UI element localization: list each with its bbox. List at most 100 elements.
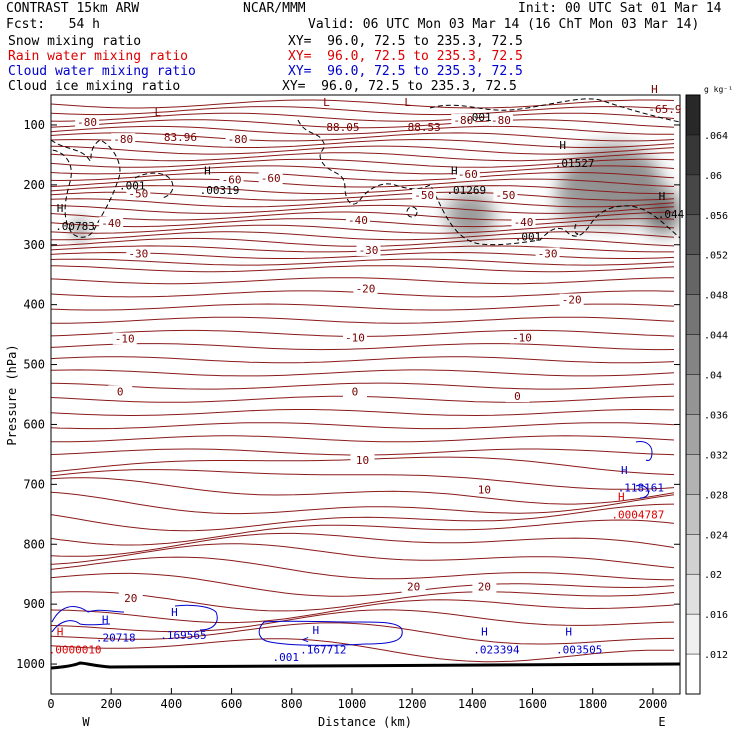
extremum-label: H <box>204 165 211 178</box>
x-tick-label: 2000 <box>638 697 667 711</box>
label-backing <box>511 215 536 228</box>
isotherm-line <box>51 224 675 234</box>
colorbar-bin <box>686 174 700 215</box>
isotherm-line <box>51 638 675 663</box>
isotherm-line <box>51 99 675 109</box>
label-backing <box>455 167 480 180</box>
isotherm-line <box>51 119 675 129</box>
east-endpoint: E <box>658 715 665 729</box>
isotherm-line <box>51 599 675 624</box>
org-label: NCAR/MMM <box>243 1 306 16</box>
y-tick-label: 800 <box>23 537 45 551</box>
isotherm-label: -10 <box>345 331 365 344</box>
isotherm-line <box>51 165 675 175</box>
x-tick-label: 1800 <box>578 697 607 711</box>
extremum-label: .001 <box>272 651 299 664</box>
isotherm-line <box>51 132 675 142</box>
extremum-label: 88.05 <box>326 121 359 134</box>
isotherm-line <box>51 543 675 569</box>
isotherm-line <box>51 178 675 188</box>
extremum-label: H <box>659 190 666 203</box>
label-backing <box>356 243 381 256</box>
isotherm-line <box>51 491 675 515</box>
extremum-label: .044 <box>658 208 685 221</box>
isotherm-line <box>51 422 675 430</box>
x-tick-label: 200 <box>100 697 122 711</box>
label-backing <box>488 113 513 126</box>
label-backing <box>75 115 100 128</box>
isotherm-label: -60 <box>222 173 242 186</box>
extremum-label: H <box>559 139 566 152</box>
isotherm-line <box>51 231 675 241</box>
colorbar-bin <box>686 95 700 135</box>
colorbar-bin <box>686 494 700 535</box>
label-backing <box>118 591 143 604</box>
isotherm-line <box>51 343 675 351</box>
extremum-label: H <box>57 625 64 638</box>
colorbar-label: .044 <box>704 331 728 342</box>
distance-axis: 0 200 400 600 800 1000 1200 1400 1600 1800 2000 <box>47 688 667 711</box>
extremum-label: .01527 <box>555 157 595 170</box>
isotherm-label: -30 <box>359 244 379 257</box>
label-backing <box>412 188 437 201</box>
extremum-label: .169565 <box>160 629 206 642</box>
legend-cloudice-xy: XY= 96.0, 72.5 to 235.3, 72.5 <box>282 79 517 94</box>
isotherm-label: -20 <box>356 282 376 295</box>
extremum-label: H <box>618 491 625 504</box>
label-backing <box>472 580 497 593</box>
colorbar-bin <box>686 374 700 415</box>
isotherm-label: 20 <box>407 581 420 594</box>
extremum-label: .20718 <box>96 631 136 644</box>
isotherm-line <box>51 158 675 168</box>
colorbar-bin <box>686 534 700 575</box>
colorbar-label: .056 <box>704 211 728 222</box>
extremum-label: L <box>404 96 411 109</box>
label-backing <box>535 247 560 260</box>
x-tick-label: 1200 <box>398 697 427 711</box>
label-backing <box>505 390 530 403</box>
isotherm-line <box>51 198 675 208</box>
colorbar-label: .06 <box>704 171 722 182</box>
colorbar: g kg⁻¹ .012 .016 .02 .024 .028 .032 .036 .04 .04… <box>685 85 733 695</box>
isotherm-line <box>51 258 675 266</box>
extremum-label: .001 <box>515 231 542 244</box>
isotherm-line <box>51 477 675 505</box>
isotherm-label: -50 <box>496 189 516 202</box>
extremum-label: .001 <box>465 111 492 124</box>
y-tick-label: 300 <box>23 238 45 252</box>
label-backing <box>112 332 137 345</box>
label-backing <box>258 172 283 185</box>
isotherm-label: 20 <box>478 581 491 594</box>
colorbar-label: .02 <box>704 570 722 581</box>
isotherm-label: -50 <box>414 189 434 202</box>
isotherm-line <box>51 211 675 221</box>
label-backing <box>219 173 244 186</box>
extremum-label: .001 <box>119 180 146 193</box>
isotherm-label: -40 <box>348 214 368 227</box>
label-backing <box>451 113 476 126</box>
isotherm-line <box>51 382 675 390</box>
isotherm-label: 0 <box>352 385 359 398</box>
label-backing <box>472 483 497 496</box>
isotherm-label: -40 <box>514 216 534 229</box>
isotherm-line <box>51 152 675 162</box>
isotherm-line <box>51 622 674 645</box>
extremum-label: .023394 <box>473 643 520 656</box>
terrain-line <box>50 661 681 670</box>
x-tick-label: 600 <box>221 697 243 711</box>
contour-labels: -80 -80 -80 -80 -80 -60 -60 -60 -50 -50 -50 -40 -40 -… <box>49 83 685 664</box>
extremum-label: L <box>323 96 330 109</box>
extremum-label: H <box>481 625 488 638</box>
extremum-label: .0004787 <box>611 508 664 521</box>
x-axis-title: Distance (km) <box>318 715 412 729</box>
isotherm-line <box>51 409 675 417</box>
isotherm-line <box>51 532 675 557</box>
isotherm-label: -60 <box>261 172 281 185</box>
isotherm-line <box>51 591 675 612</box>
extremum-label: .167712 <box>300 643 346 656</box>
y-tick-label: 700 <box>23 477 45 491</box>
label-backing <box>342 385 367 398</box>
legend-rain-name: Rain water mixing ratio <box>8 49 189 64</box>
isotherm-label: -80 <box>113 133 133 146</box>
